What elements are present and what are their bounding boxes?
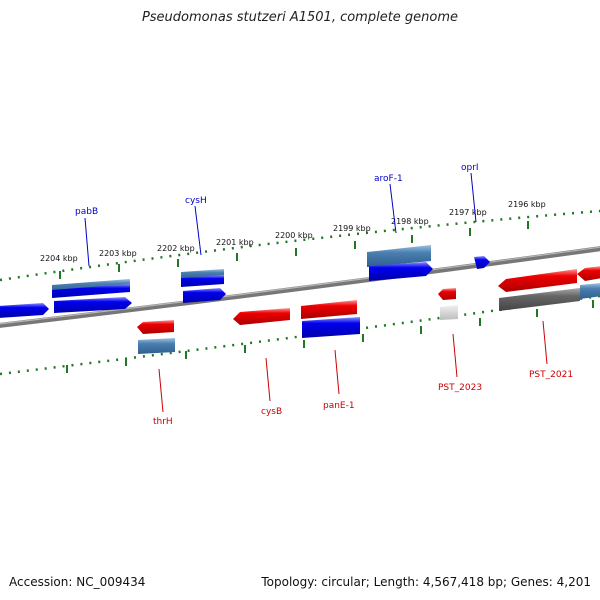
cds-arrow[interactable] [474, 256, 490, 269]
tick-labels: 2204 kbp 2203 kbp 2202 kbp 2201 kbp 2200… [40, 200, 546, 263]
outer-tick-track [0, 209, 600, 282]
tick-label: 2201 kbp [216, 238, 254, 247]
cds-arrow[interactable] [577, 266, 600, 281]
tick-label: 2196 kbp [508, 200, 546, 209]
cds-arrow[interactable] [301, 300, 357, 319]
gene-label-pabb[interactable]: pabB [75, 207, 98, 217]
cds-arrow[interactable] [233, 308, 290, 325]
cds-arrow[interactable] [369, 262, 433, 281]
cds-arrow[interactable] [302, 317, 360, 338]
gene-label-arof-1[interactable]: aroF-1 [374, 174, 403, 184]
gene-feature[interactable] [580, 283, 600, 299]
cds-arrow[interactable] [54, 297, 132, 313]
cds-arrow[interactable] [181, 275, 224, 287]
rna-feature[interactable] [440, 305, 458, 320]
gene-label-cysb[interactable]: cysB [261, 407, 282, 417]
tick-label: 2204 kbp [40, 254, 78, 263]
outer-major-ticks [59, 221, 529, 279]
genome-backbone [0, 246, 600, 328]
genome-summary-text: Topology: circular; Length: 4,567,418 bp… [261, 575, 591, 589]
tick-label: 2198 kbp [391, 217, 429, 226]
tick-label: 2200 kbp [275, 231, 313, 240]
tick-label: 2199 kbp [333, 224, 371, 233]
gene-label-thrh[interactable]: thrH [153, 417, 173, 427]
reverse-strand-features [137, 266, 600, 354]
cds-arrow[interactable] [498, 269, 577, 292]
accession-text: Accession: NC_009434 [9, 575, 146, 589]
cds-arrow[interactable] [52, 284, 130, 298]
gene-label-cysh[interactable]: cysH [185, 196, 207, 206]
gene-label-pane-1[interactable]: panE-1 [323, 401, 355, 411]
inner-major-ticks [66, 300, 594, 373]
gene-feature[interactable] [138, 338, 175, 354]
other-feature[interactable] [499, 288, 580, 311]
cds-arrow[interactable] [137, 320, 174, 334]
tick-label: 2203 kbp [99, 249, 137, 258]
gene-label-pst-2023[interactable]: PST_2023 [438, 383, 482, 393]
cds-arrow[interactable] [0, 303, 49, 318]
tick-label: 2202 kbp [157, 244, 195, 253]
forward-strand-features [0, 245, 490, 318]
gene-feature[interactable] [367, 245, 431, 267]
gene-label-pst-2021[interactable]: PST_2021 [529, 370, 573, 380]
cds-arrow[interactable] [183, 288, 226, 303]
tick-label: 2197 kbp [449, 208, 487, 217]
figure-title: Pseudomonas stutzeri A1501, complete gen… [141, 10, 459, 25]
gene-label-opri[interactable]: oprI [461, 163, 479, 173]
reverse-gene-labels: thrH cysB panE-1 PST_2023 PST_2021 [153, 320, 573, 427]
cds-arrow[interactable] [438, 288, 456, 300]
forward-gene-labels: pabB cysH aroF-1 oprI [75, 163, 479, 267]
